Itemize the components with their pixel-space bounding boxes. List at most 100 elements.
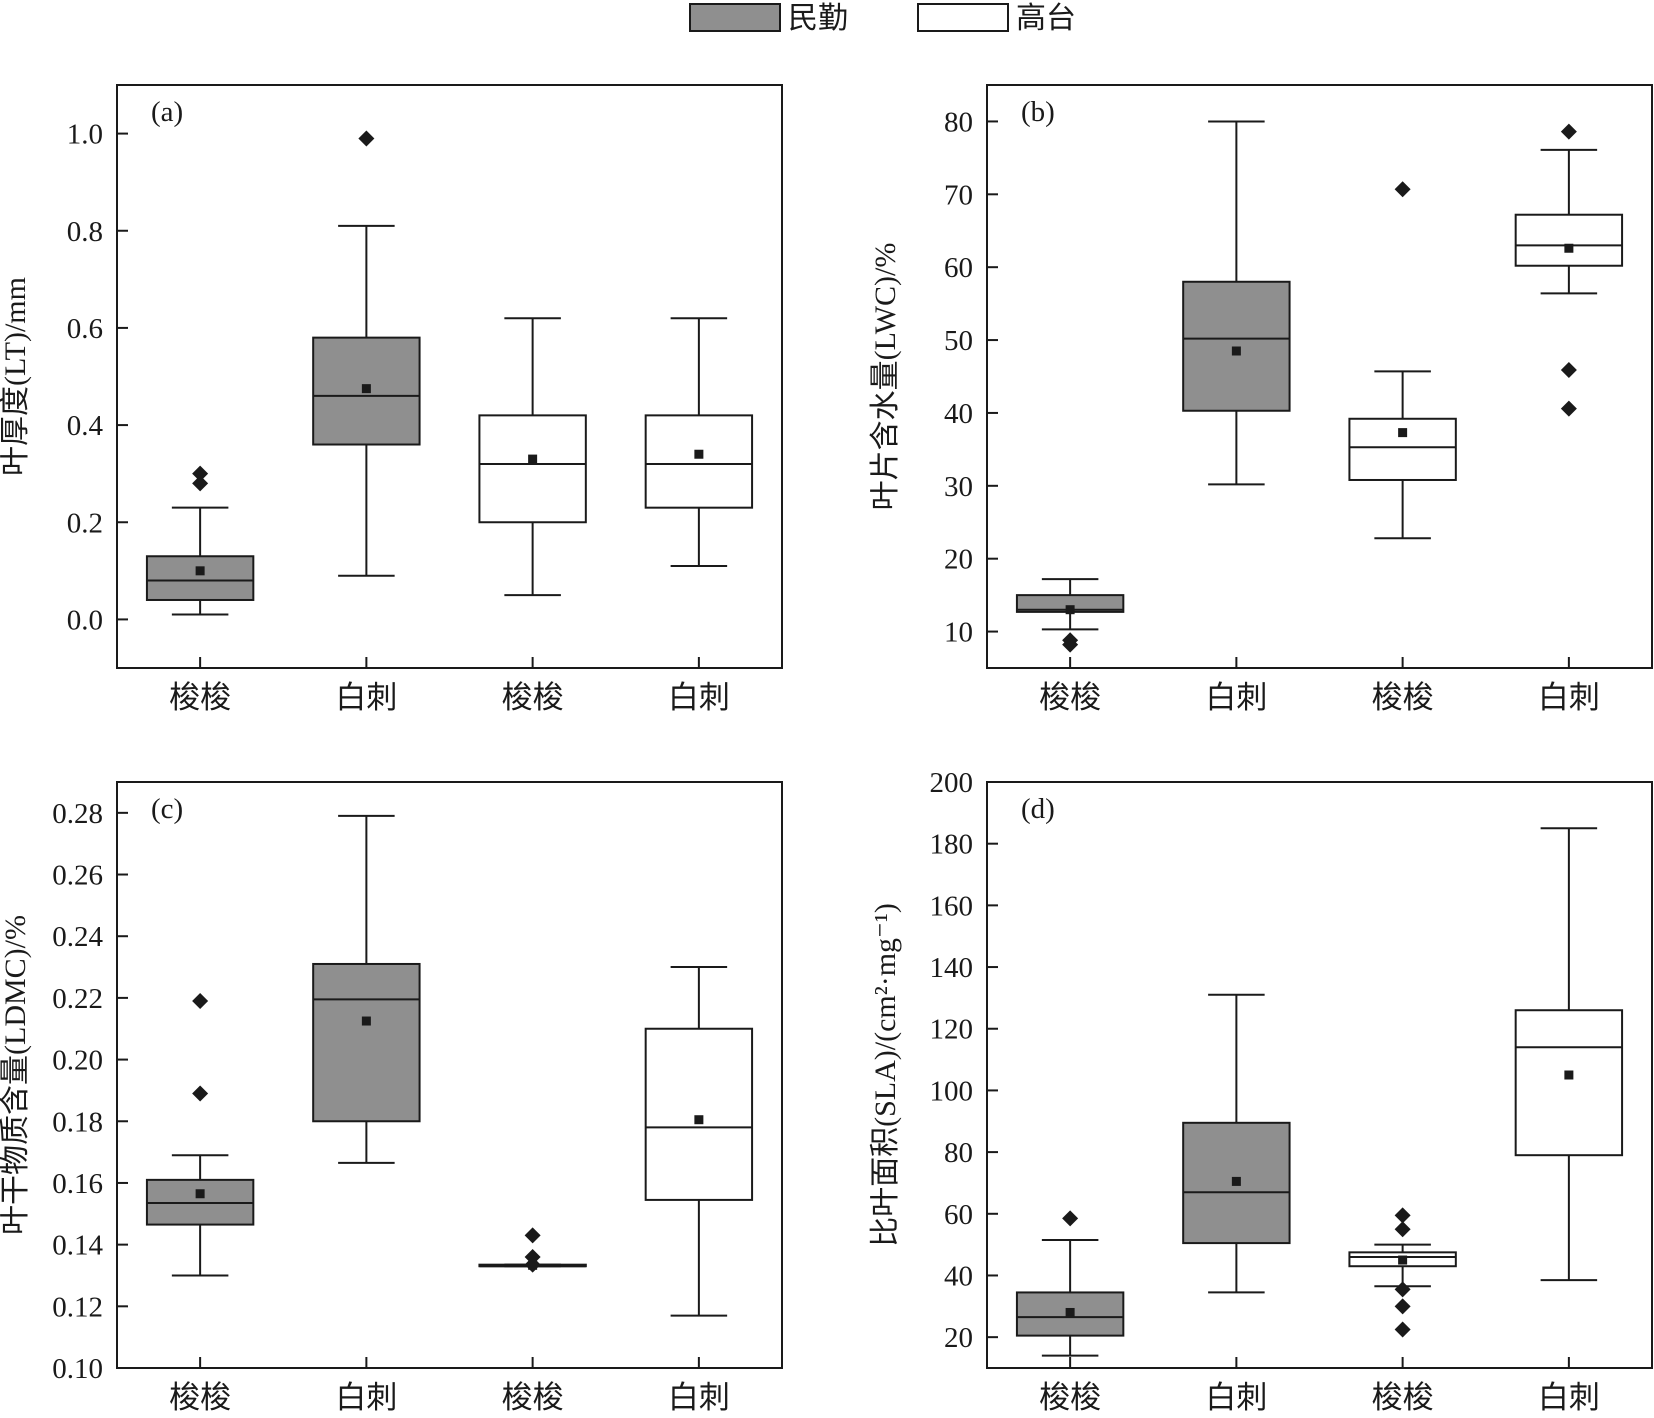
box-2 xyxy=(1182,120,1291,486)
x-tick-label: 梭梭 xyxy=(1039,680,1101,715)
panel-a: 0.0 0.2 0.4 0.6 0.8 1.0 梭梭 白刺 梭梭 白刺 (a) 叶厚度(LT)/mm xyxy=(0,84,783,715)
x-tick-label: 白刺 xyxy=(668,1380,730,1415)
y-tick-label: 0.6 xyxy=(67,313,103,345)
panel-b: 10 20 30 40 50 60 70 80 梭梭 白刺 梭梭 白刺 (b) 叶片含水量(LWC)/% xyxy=(869,84,1653,715)
x-tick-label: 梭梭 xyxy=(1372,680,1434,715)
y-tick-label: 60 xyxy=(944,1199,973,1231)
mean-marker xyxy=(1231,1176,1241,1186)
box-2 xyxy=(1182,993,1291,1294)
iqr-box xyxy=(478,414,587,524)
y-axis-title: 比叶面积(SLA)/(cm²·mg⁻¹) xyxy=(869,903,902,1247)
y-tick-label: 0.20 xyxy=(52,1045,103,1077)
mean-marker xyxy=(1231,346,1241,356)
y-tick-label: 30 xyxy=(944,471,973,503)
panel-d: 20 40 60 80 100 120 140 160 180 200 梭梭 白刺 梭梭 白刺 (d) 比叶面… xyxy=(869,767,1653,1415)
legend-label: 民勤 xyxy=(788,2,848,35)
y-tick-label: 0.22 xyxy=(52,983,103,1015)
outlier-point xyxy=(1560,123,1577,140)
y-tick-label: 70 xyxy=(944,179,973,211)
mean-marker xyxy=(195,1189,205,1199)
outlier-point xyxy=(192,475,209,492)
iqr-box xyxy=(1348,417,1457,481)
x-tick-label: 梭梭 xyxy=(502,680,564,715)
iqr-box xyxy=(312,962,421,1123)
y-tick-label: 100 xyxy=(930,1075,974,1107)
outlier-point xyxy=(1062,1210,1079,1227)
outlier-point xyxy=(358,130,375,147)
mean-marker xyxy=(1564,1070,1574,1080)
box-3 xyxy=(478,317,587,597)
y-axis-title: 叶厚度(LT)/mm xyxy=(0,277,32,476)
x-tick-label: 白刺 xyxy=(668,680,730,715)
outlier-point xyxy=(1394,1298,1411,1315)
x-tick-label: 白刺 xyxy=(1538,1380,1600,1415)
outlier-point xyxy=(1394,181,1411,198)
legend-swatch xyxy=(689,3,781,32)
y-tick-label: 0.24 xyxy=(52,921,103,953)
outlier-point xyxy=(1394,1221,1411,1238)
x-tick-label: 梭梭 xyxy=(502,1380,564,1415)
mean-marker xyxy=(1065,605,1075,615)
mean-marker xyxy=(528,454,538,464)
y-tick-label: 0.12 xyxy=(52,1291,103,1323)
y-tick-label: 0.0 xyxy=(67,604,103,636)
plot-frame xyxy=(116,84,783,669)
x-tick-label: 梭梭 xyxy=(1372,1380,1434,1415)
x-tick-label: 白刺 xyxy=(335,680,397,715)
mean-marker xyxy=(694,449,704,459)
outlier-point xyxy=(192,1085,209,1102)
box-1 xyxy=(1015,1210,1125,1357)
x-tick-label: 白刺 xyxy=(1205,680,1267,715)
legend-entry: 民勤 xyxy=(689,2,848,35)
mean-marker xyxy=(1564,243,1574,253)
y-tick-label: 40 xyxy=(944,1260,973,1292)
iqr-box xyxy=(145,555,255,601)
iqr-box xyxy=(1182,280,1291,412)
outlier-point xyxy=(1062,632,1079,649)
outlier-point xyxy=(1394,1207,1411,1224)
y-tick-label: 0.14 xyxy=(52,1230,103,1262)
x-tick-label: 白刺 xyxy=(1205,1380,1267,1415)
mean-marker xyxy=(1398,1255,1408,1265)
x-tick-label: 梭梭 xyxy=(169,680,231,715)
legend-swatch xyxy=(917,3,1009,32)
y-tick-label: 0.28 xyxy=(52,798,103,830)
box-2 xyxy=(312,814,421,1164)
mean-marker xyxy=(1398,428,1408,438)
outlier-point xyxy=(1560,400,1577,417)
y-tick-label: 0.2 xyxy=(67,507,103,539)
box-1 xyxy=(1015,578,1125,653)
outlier-point xyxy=(524,1248,541,1265)
mean-marker xyxy=(361,1016,371,1026)
outlier-point xyxy=(524,1227,541,1244)
y-tick-label: 0.18 xyxy=(52,1106,103,1138)
legend-label: 高台 xyxy=(1016,2,1076,35)
y-tick-label: 140 xyxy=(930,952,974,984)
box-4 xyxy=(644,317,754,567)
outlier-point xyxy=(1394,1321,1411,1338)
panel-label: (b) xyxy=(1021,96,1055,128)
y-tick-label: 0.4 xyxy=(67,410,104,442)
panel-label: (c) xyxy=(151,793,183,825)
legend-entry: 高台 xyxy=(917,2,1076,35)
mean-marker xyxy=(361,384,371,394)
panel-c: 0.10 0.12 0.14 0.16 0.18 0.20 0.22 0.24 0.26 0.28… xyxy=(0,781,783,1415)
x-tick-label: 白刺 xyxy=(335,1380,397,1415)
iqr-box xyxy=(1514,1009,1624,1157)
y-tick-label: 40 xyxy=(944,398,973,430)
panel-label: (a) xyxy=(151,96,183,128)
y-tick-label: 0.8 xyxy=(67,216,103,248)
y-tick-label: 20 xyxy=(944,544,973,576)
mean-marker xyxy=(195,566,205,576)
x-tick-label: 梭梭 xyxy=(1039,1380,1101,1415)
y-tick-label: 1.0 xyxy=(67,119,103,151)
panel-label: (d) xyxy=(1021,793,1055,825)
box-4 xyxy=(644,966,754,1317)
box-2 xyxy=(312,130,421,577)
mean-marker xyxy=(694,1115,704,1125)
panels: 0.00.20.40.60.81.0梭梭 白刺 梭梭 白刺(a)叶厚度(LT)/mm1… xyxy=(0,84,1653,1415)
y-tick-label: 80 xyxy=(944,106,973,138)
box-1 xyxy=(145,992,255,1277)
outlier-point xyxy=(192,992,209,1009)
